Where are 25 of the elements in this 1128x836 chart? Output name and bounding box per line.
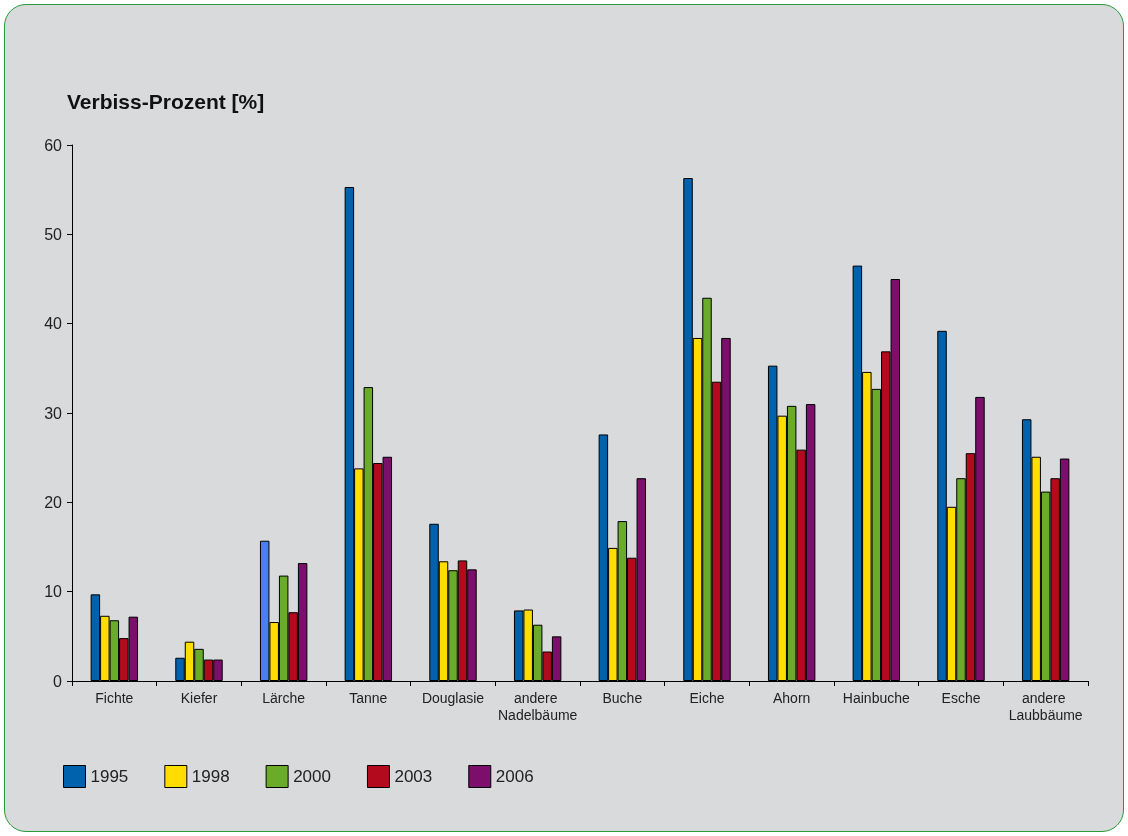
legend-label: 2003 [394, 767, 433, 786]
y-tick-label: 60 [44, 136, 63, 154]
y-tick-label: 30 [44, 404, 63, 422]
y-tick-label: 50 [44, 225, 63, 243]
x-tick-label: Douglasie [421, 689, 485, 706]
y-tick-label: 40 [44, 315, 63, 333]
legend-label: 1998 [191, 767, 230, 786]
x-tick-label: Hainbuche [842, 689, 911, 706]
legend-label: 1995 [90, 767, 129, 786]
y-tick-label: 20 [44, 493, 63, 511]
x-tick-label: Ahorn [772, 689, 811, 706]
y-tick-label: 0 [53, 672, 63, 690]
legend-label: 2006 [495, 767, 534, 786]
x-tick-label: Lärche [262, 689, 306, 706]
x-tick-label: andere Nadelbäume [497, 689, 578, 723]
x-tick-label: Esche [941, 689, 981, 706]
x-tick-label: Buche [602, 689, 643, 706]
x-tick-label: Eiche [689, 689, 725, 706]
x-tick-label: Tanne [349, 689, 388, 706]
x-tick-label: Fichte [95, 689, 134, 706]
legend-label: 2000 [293, 767, 331, 786]
y-tick-label: 10 [44, 583, 63, 601]
chart-title: Verbiss-Prozent [%] [67, 90, 265, 113]
x-tick-label: Kiefer [180, 689, 218, 706]
x-tick-label: andere Laubbäume [1008, 689, 1083, 723]
